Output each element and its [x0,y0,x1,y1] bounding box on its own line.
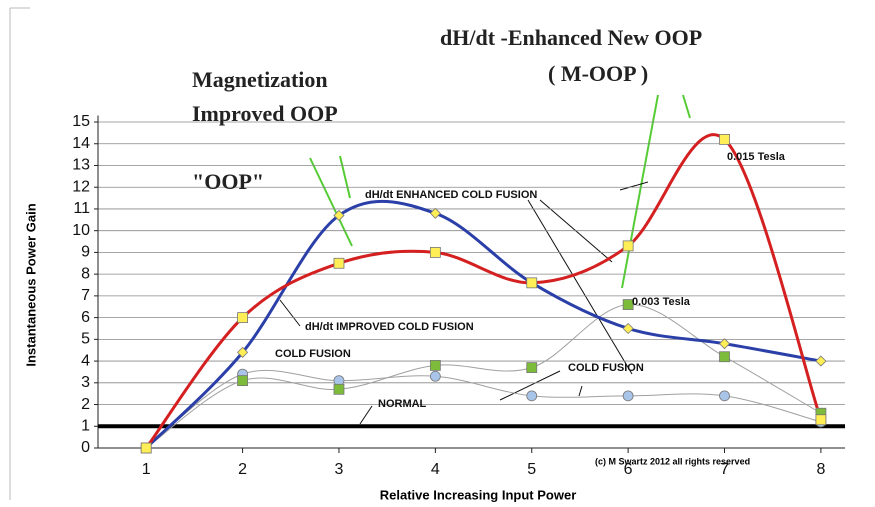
annotation: 0.003 Tesla [632,296,691,308]
x-tick-label: 6 [624,461,633,478]
marker [526,390,538,402]
y-tick-label: 0 [81,439,90,456]
y-tick-label: 2 [81,396,90,413]
x-tick-label: 7 [720,461,729,478]
marker [526,362,538,373]
marker [429,207,441,219]
headline: Magnetization [192,67,328,92]
y-tick-label: 9 [81,244,90,261]
y-tick-label: 12 [72,178,90,195]
marker [622,240,634,252]
marker [237,312,248,324]
marker [622,299,634,310]
marker [429,360,441,371]
marker [237,346,249,358]
x-tick-label: 5 [527,461,536,478]
marker [140,442,152,454]
series-label: dH/dt IMPROVED COLD FUSION [305,321,474,333]
x-tick-label: 2 [238,461,247,478]
marker [815,414,827,426]
series-label: dH/dt ENHANCED COLD FUSION [365,189,537,201]
series-label: COLD FUSION [568,362,644,374]
y-tick-label: 11 [73,200,90,217]
marker [237,375,248,387]
grid [94,115,845,453]
x-tick-label: 3 [335,461,344,478]
annotation: 0.015 Tesla [727,151,786,163]
marker [333,257,345,269]
marker [429,370,441,382]
marker [429,247,441,258]
y-tick-label: 10 [72,222,90,239]
headline: dH/dt -Enhanced New OOP [440,25,702,50]
x-tick-label: 4 [431,461,440,478]
y-tick-label: 8 [81,265,90,282]
y-tick-label: 7 [81,287,90,304]
marker [719,390,730,402]
copyright: (c) M Swartz 2012 all rights reserved [595,456,750,466]
series-line [145,199,822,450]
x-tick-label: 1 [142,461,151,478]
headline: ( M-OOP ) [548,61,648,86]
y-tick-label: 6 [81,309,90,326]
marker [719,351,730,363]
series-label: COLD FUSION [275,348,351,360]
headline: "OOP" [192,169,264,194]
marker [815,355,827,367]
x-axis-label: Relative Increasing Input Power [380,487,577,502]
marker [718,338,731,350]
headline: Improved OOP [192,101,338,126]
marker [719,134,730,145]
y-tick-label: 3 [81,374,90,391]
marker [333,383,345,395]
y-tick-label: 15 [72,113,90,130]
series-line [145,304,822,449]
y-tick-label: 1 [81,417,90,434]
y-tick-label: 5 [81,331,90,348]
marker [622,322,634,335]
reference-label: NORMAL [378,398,427,410]
marker [622,390,634,402]
marker [333,209,345,222]
marker [526,277,538,289]
y-tick-label: 13 [72,157,90,174]
y-tick-label: 4 [81,352,90,369]
y-axis-label: Instantaneous Power Gain [23,203,38,366]
y-tick-label: 14 [72,135,90,152]
x-tick-label: 8 [816,461,825,478]
plot [98,133,845,454]
pointer-lines [309,94,691,289]
